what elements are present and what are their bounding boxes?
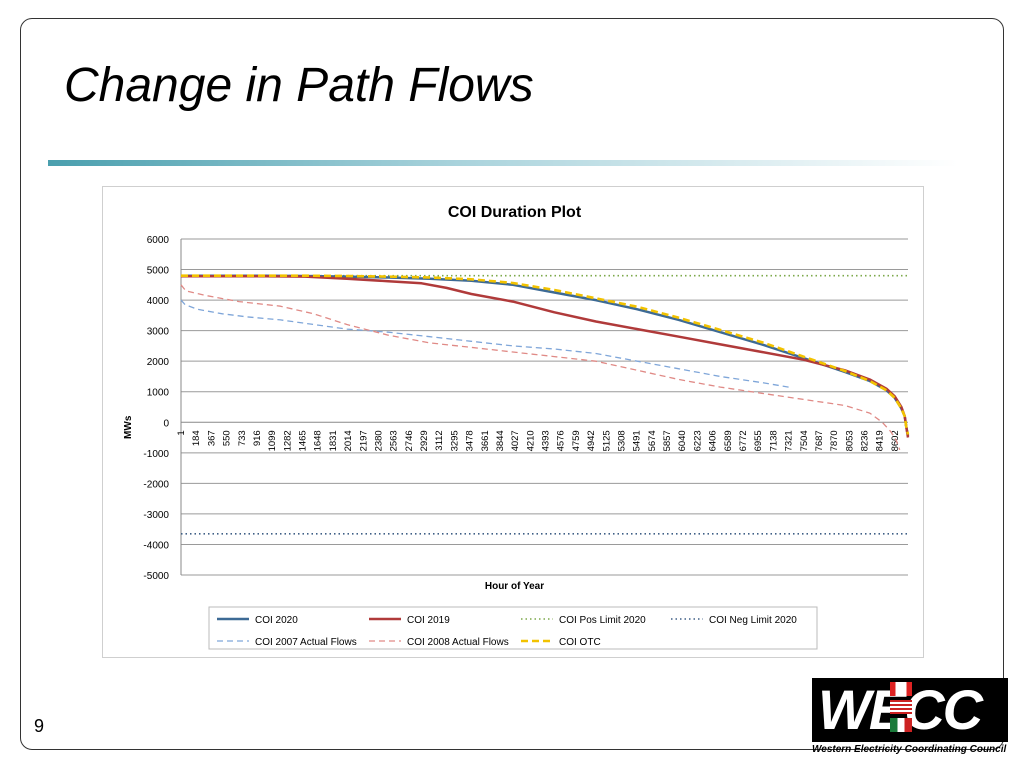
x-tick-label: 2380 — [373, 430, 384, 451]
x-tick-label: 5308 — [616, 430, 627, 451]
x-tick-label: 8236 — [860, 430, 871, 451]
legend-label: COI Pos Limit 2020 — [559, 615, 646, 626]
mexico-flag-icon — [890, 718, 912, 732]
x-tick-label: 2929 — [419, 430, 430, 451]
y-tick-label: 3000 — [147, 327, 170, 338]
x-tick-label: 3112 — [434, 430, 445, 450]
x-tick-label: 8419 — [875, 430, 886, 451]
x-tick-label: 4942 — [586, 430, 597, 451]
wecc-logo: WECC Western Electricity Coordinating Co… — [812, 678, 1008, 760]
logo-box: WECC — [812, 678, 1008, 742]
y-tick-label: 5000 — [147, 266, 170, 277]
duration-plot-svg: COI Duration Plot 6000 5000 4000 3000 2000 100… — [123, 204, 910, 650]
x-tick-label: 733 — [237, 430, 248, 446]
x-tick-label: 1 — [176, 430, 187, 435]
x-tick-label: 2197 — [358, 430, 369, 451]
usa-flag-icon — [890, 700, 912, 714]
y-axis-title: MWs — [123, 415, 134, 439]
x-tick-label: 6406 — [708, 430, 719, 451]
y-tick-label: -2000 — [143, 479, 169, 490]
x-tick-label: 5125 — [601, 430, 612, 451]
x-tick-label: 5857 — [662, 430, 673, 451]
chart-container: COI Duration Plot 6000 5000 4000 3000 2000 100… — [102, 186, 924, 658]
x-tick-label: 1282 — [282, 430, 293, 451]
x-tick-label: 4027 — [510, 430, 521, 451]
x-tick-label: 2746 — [404, 430, 415, 451]
x-tick-label: 3844 — [495, 430, 506, 451]
canada-flag-icon — [890, 682, 912, 696]
x-tick-label: 3661 — [480, 430, 491, 451]
x-tick-label: 3295 — [449, 430, 460, 451]
logo-caption: Western Electricity Coordinating Council — [812, 744, 1007, 755]
x-tick-label: 7687 — [814, 430, 825, 451]
chart-title: COI Duration Plot — [448, 204, 582, 221]
series-line-4 — [180, 299, 789, 388]
x-tick-label: 7870 — [829, 430, 840, 451]
y-tick-label: 1000 — [147, 388, 170, 399]
slide-title: Change in Path Flows — [64, 59, 534, 112]
legend-label: COI 2019 — [407, 615, 450, 626]
x-tick-label: 916 — [252, 430, 263, 446]
y-tick-label: -5000 — [143, 571, 169, 582]
x-tick-label: 4393 — [541, 430, 552, 451]
legend-label: COI 2007 Actual Flows — [255, 637, 357, 648]
x-tick-label: 7504 — [799, 430, 810, 451]
x-tick-label: 1831 — [328, 430, 339, 451]
x-tick-label: 5491 — [632, 430, 643, 451]
page-number: 9 — [34, 716, 45, 736]
x-tick-label: 7138 — [768, 430, 779, 451]
y-tick-label: 4000 — [147, 296, 170, 307]
x-tick-label: 1465 — [298, 430, 309, 451]
legend-label: COI OTC — [559, 637, 601, 648]
x-tick-label: 4210 — [525, 430, 536, 451]
x-tick-label: 2014 — [343, 430, 354, 451]
legend-label: COI 2020 — [255, 615, 298, 626]
x-tick-label: 8053 — [844, 430, 855, 451]
x-tick-label: 6040 — [677, 430, 688, 451]
x-tick-label: 184 — [191, 430, 202, 446]
legend-label: COI 2008 Actual Flows — [407, 637, 509, 648]
y-tick-label: -3000 — [143, 510, 169, 521]
y-tick-label: 0 — [163, 418, 169, 429]
x-tick-label: 5674 — [647, 430, 658, 451]
legend-label: COI Neg Limit 2020 — [709, 615, 797, 626]
x-tick-label: 8602 — [890, 430, 901, 451]
x-tick-label: 1648 — [313, 430, 324, 451]
series-line-5 — [180, 284, 901, 451]
x-tick-label: 6772 — [738, 430, 749, 451]
y-tick-label: -1000 — [143, 449, 169, 460]
legend-box — [208, 606, 818, 650]
x-tick-label: 367 — [206, 430, 217, 446]
y-tick-label: 6000 — [147, 235, 170, 246]
title-rule — [48, 160, 958, 166]
x-axis-title: Hour of Year — [485, 581, 544, 592]
x-tick-label: 7321 — [784, 430, 795, 451]
x-tick-label: 3478 — [465, 430, 476, 451]
x-tick-label: 6589 — [723, 430, 734, 451]
x-tick-label: 4576 — [556, 430, 567, 451]
x-tick-label: 6955 — [753, 430, 764, 451]
x-tick-label: 4759 — [571, 430, 582, 451]
y-tick-label: -4000 — [143, 540, 169, 551]
x-tick-label: 2563 — [389, 430, 400, 451]
series-line-6 — [181, 274, 910, 435]
x-tick-label: 6223 — [692, 430, 703, 451]
x-tick-label: 1099 — [267, 430, 278, 451]
y-tick-label: 2000 — [147, 357, 170, 368]
x-tick-label: 550 — [222, 430, 233, 446]
